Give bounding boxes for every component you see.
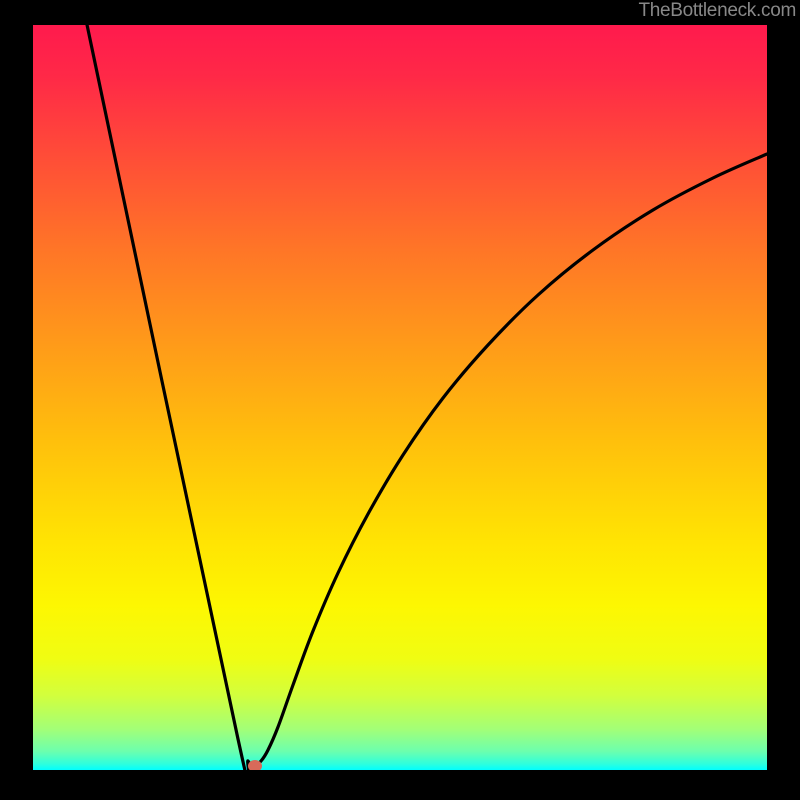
attribution-text: TheBottleneck.com — [638, 0, 796, 22]
bottleneck-curve — [33, 25, 767, 770]
optimum-marker — [248, 760, 262, 770]
plot-area — [33, 25, 767, 770]
frame-right — [767, 0, 800, 800]
frame-bottom — [0, 770, 800, 800]
frame-left — [0, 0, 33, 800]
